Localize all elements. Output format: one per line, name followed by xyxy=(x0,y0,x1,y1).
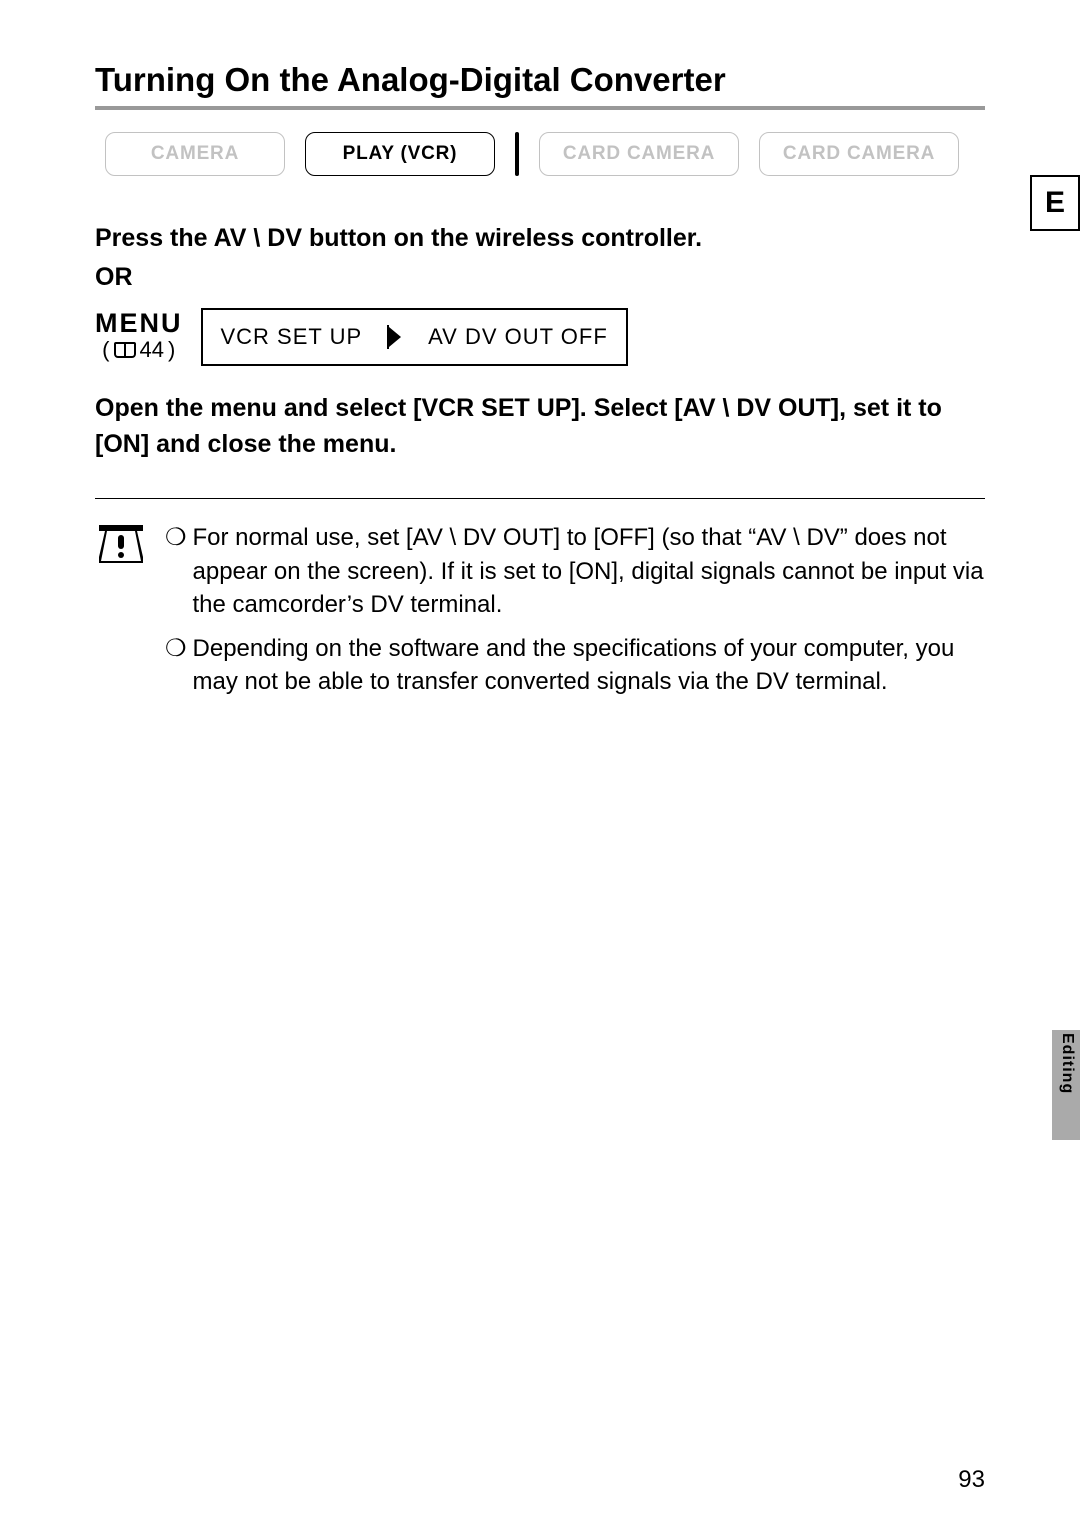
menu-label-block: MENU ( 44) xyxy=(95,310,183,363)
mode-camera: CAMERA xyxy=(105,132,285,176)
instruction-open-menu: Open the menu and select [VCR SET UP]. S… xyxy=(95,390,985,463)
caution-notes: ❍ For normal use, set [AV \ DV OUT] to [… xyxy=(165,521,985,709)
page-number: 93 xyxy=(958,1466,985,1494)
menu-col-vcr-setup: VCR SET UP xyxy=(203,310,381,364)
section-title: Turning On the Analog-Digital Converter xyxy=(95,60,985,110)
mode-play-vcr: PLAY (VCR) xyxy=(305,132,495,176)
caution-note-item: ❍ For normal use, set [AV \ DV OUT] to [… xyxy=(165,521,985,622)
caution-note-text: Depending on the software and the specif… xyxy=(193,632,985,699)
menu-word: MENU xyxy=(95,310,183,337)
menu-arrow-icon xyxy=(380,325,410,349)
bullet-icon: ❍ xyxy=(165,521,187,622)
section-tab-label: Editing xyxy=(1055,1033,1079,1137)
caution-note-item: ❍ Depending on the software and the spec… xyxy=(165,632,985,699)
book-icon xyxy=(114,342,136,358)
mode-row: CAMERA PLAY (VCR) CARD CAMERA CARD CAMER… xyxy=(95,132,985,176)
mode-card-camera-2: CARD CAMERA xyxy=(759,132,959,176)
or-label: OR xyxy=(95,263,985,292)
mode-separator xyxy=(515,132,519,176)
caution-block: ❍ For normal use, set [AV \ DV OUT] to [… xyxy=(95,521,985,709)
menu-page-ref: ( 44) xyxy=(95,337,183,363)
instruction-press-button: Press the AV \ DV button on the wireless… xyxy=(95,224,985,253)
caution-icon xyxy=(95,521,147,709)
language-badge: E xyxy=(1030,175,1080,231)
menu-row: MENU ( 44) VCR SET UP AV DV OUT OFF xyxy=(95,308,985,366)
bullet-icon: ❍ xyxy=(165,632,187,699)
caution-note-text: For normal use, set [AV \ DV OUT] to [OF… xyxy=(193,521,985,622)
mode-card-camera-1: CARD CAMERA xyxy=(539,132,739,176)
menu-page-number: 44 xyxy=(140,337,164,363)
menu-col-av-dv-out: AV DV OUT OFF xyxy=(410,310,626,364)
menu-path-box: VCR SET UP AV DV OUT OFF xyxy=(201,308,628,366)
horizontal-rule xyxy=(95,498,985,499)
